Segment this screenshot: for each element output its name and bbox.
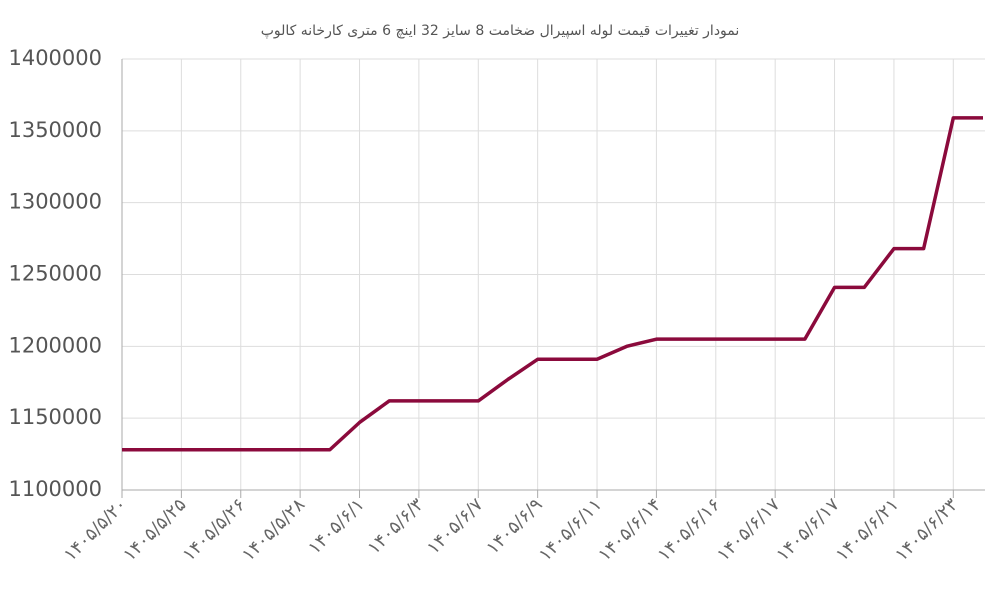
x-tick-label: ۱۴۰۵/۵/۲۸	[238, 494, 310, 566]
y-tick-label: 1100000	[8, 477, 102, 501]
x-tick-label: ۱۴۰۵/۵/۲۶	[179, 494, 250, 565]
y-tick-label: 1400000	[8, 46, 102, 70]
x-tick-label: ۱۴۰۵/۵/۲۵	[119, 494, 190, 565]
x-tick-label: ۱۴۰۵/۶/۷	[423, 494, 488, 559]
x-tick-label: ۱۴۰۵/۶/۳	[364, 494, 429, 559]
y-tick-label: 1200000	[8, 333, 102, 357]
price-line	[122, 116, 983, 452]
y-tick-label: 1350000	[8, 118, 102, 142]
y-tick-label: 1150000	[8, 405, 102, 429]
x-tick-label: ۱۴۰۵/۶/۱۱	[535, 494, 606, 565]
x-tick-label: ۱۴۰۵/۶/۱۴	[594, 494, 665, 565]
x-tick-label: ۱۴۰۵/۶/۲۱	[832, 494, 903, 565]
chart-title: نمودار تغییرات قیمت لوله اسپیرال ضخامت 8…	[261, 23, 740, 39]
x-tick-label: ۱۴۰۵/۵/۲۰	[60, 494, 131, 565]
y-tick-label: 1300000	[8, 190, 102, 214]
y-tick-label: 1250000	[8, 262, 102, 286]
x-tick-label: ۱۴۰۵/۶/۱۷	[713, 494, 785, 566]
x-tick-label: ۱۴۰۵/۶/۲۳	[891, 494, 963, 566]
x-tick-label: ۱۴۰۵/۶/۱۷	[772, 494, 844, 566]
x-tick-label: ۱۴۰۵/۶/۱۶	[654, 494, 725, 565]
x-tick-label: ۱۴۰۵/۶/۱	[304, 494, 368, 558]
